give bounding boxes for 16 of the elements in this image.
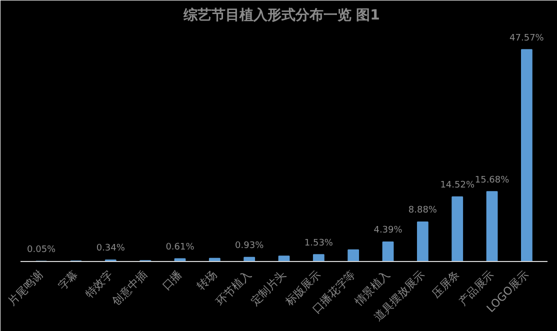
data-label: 0.34% xyxy=(96,244,126,254)
data-label: 0.93% xyxy=(235,241,264,252)
data-label: 8.88% xyxy=(408,206,438,216)
data-label: 4.39% xyxy=(374,226,403,236)
x-tick-label: 创意中插 xyxy=(110,268,150,308)
x-tick-label: 字幕 xyxy=(56,268,81,293)
x-tick-label: 转场 xyxy=(194,268,220,293)
data-label: 47.57% xyxy=(510,33,544,44)
data-label: 14.52% xyxy=(440,180,475,190)
data-label: 0.05% xyxy=(27,244,56,255)
data-label: 1.53% xyxy=(304,238,334,248)
x-tick-label: 口播 xyxy=(160,268,185,293)
data-label: 15.68% xyxy=(474,175,510,186)
data-label: 0.61% xyxy=(166,242,195,252)
x-tick-label: 片尾鸣谢 xyxy=(6,268,46,308)
chart-title: 综艺节目植入形式分布一览 图1 xyxy=(182,6,380,24)
